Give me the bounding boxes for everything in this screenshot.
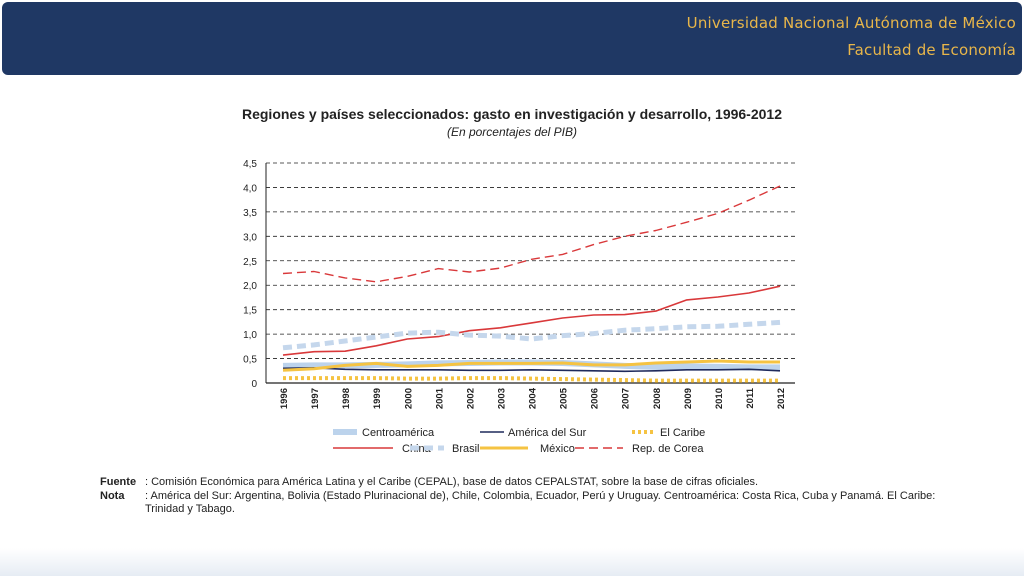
series-line-america-del-sur (282, 366, 781, 373)
x-tick-label: 2001 (434, 387, 445, 409)
x-tick-label: 2010 (714, 388, 725, 409)
x-tick-label: 1997 (310, 388, 321, 409)
x-tick-label: 2008 (652, 388, 663, 409)
y-tick-label: 0,5 (243, 355, 257, 366)
footnote-note-label: Nota (100, 490, 125, 502)
x-tick-label: 2009 (683, 388, 694, 409)
y-tick-label: 1,5 (243, 306, 257, 317)
chart-subtitle: (En porcentajes del PIB) (446, 125, 578, 139)
faculty-name: Facultad de Economía (847, 41, 1016, 59)
x-tick-label: 2007 (621, 388, 632, 409)
x-tick-label: 2002 (465, 388, 476, 409)
x-tick-label: 2003 (496, 388, 507, 409)
x-tick-label: 1996 (279, 388, 290, 409)
y-tick-label: 4,0 (243, 183, 257, 194)
x-tick-label: 2011 (745, 387, 756, 408)
series-line-el-caribe (283, 376, 780, 383)
series-line-china (282, 285, 781, 356)
x-tick-label: 2004 (528, 387, 539, 409)
series-line-rep-de-corea (282, 185, 781, 283)
legend-label: El Caribe (660, 427, 705, 439)
y-tick-label: 1,0 (243, 330, 257, 341)
series-line-mexico (282, 359, 780, 372)
y-tick-label: 2,0 (243, 281, 257, 292)
y-tick-label: 0 (251, 379, 257, 390)
university-name: Universidad Nacional Autónoma de México (686, 14, 1016, 32)
footnote-note-text: : América del Sur: Argentina, Bolivia (E… (145, 490, 936, 515)
legend-label: Brasil (452, 443, 480, 455)
chart-title: Regiones y países seleccionados: gasto e… (241, 106, 782, 122)
x-tick-label: 1999 (372, 388, 383, 409)
y-tick-label: 3,0 (243, 232, 257, 243)
legend-label: Rep. de Corea (632, 443, 704, 455)
legend-label: Centroamérica (362, 427, 435, 439)
x-tick-label: 2000 (403, 388, 414, 409)
legend-label: México (540, 443, 575, 455)
y-tick-label: 2,5 (243, 257, 257, 268)
legend-label: América del Sur (508, 427, 587, 439)
x-tick-label: 2005 (559, 387, 570, 409)
series-line-brasil (282, 319, 781, 351)
footnote-source-text: : Comisión Económica para América Latina… (145, 476, 759, 488)
x-tick-label: 2006 (590, 388, 601, 409)
bottom-band (0, 548, 1024, 576)
y-tick-label: 3,5 (243, 208, 257, 219)
header-banner: Universidad Nacional Autónoma de México … (2, 2, 1022, 75)
y-tick-label: 4,5 (243, 159, 257, 170)
x-tick-label: 1998 (341, 388, 352, 409)
x-tick-label: 2012 (776, 388, 787, 409)
footnote-source-label: Fuente (100, 476, 137, 488)
